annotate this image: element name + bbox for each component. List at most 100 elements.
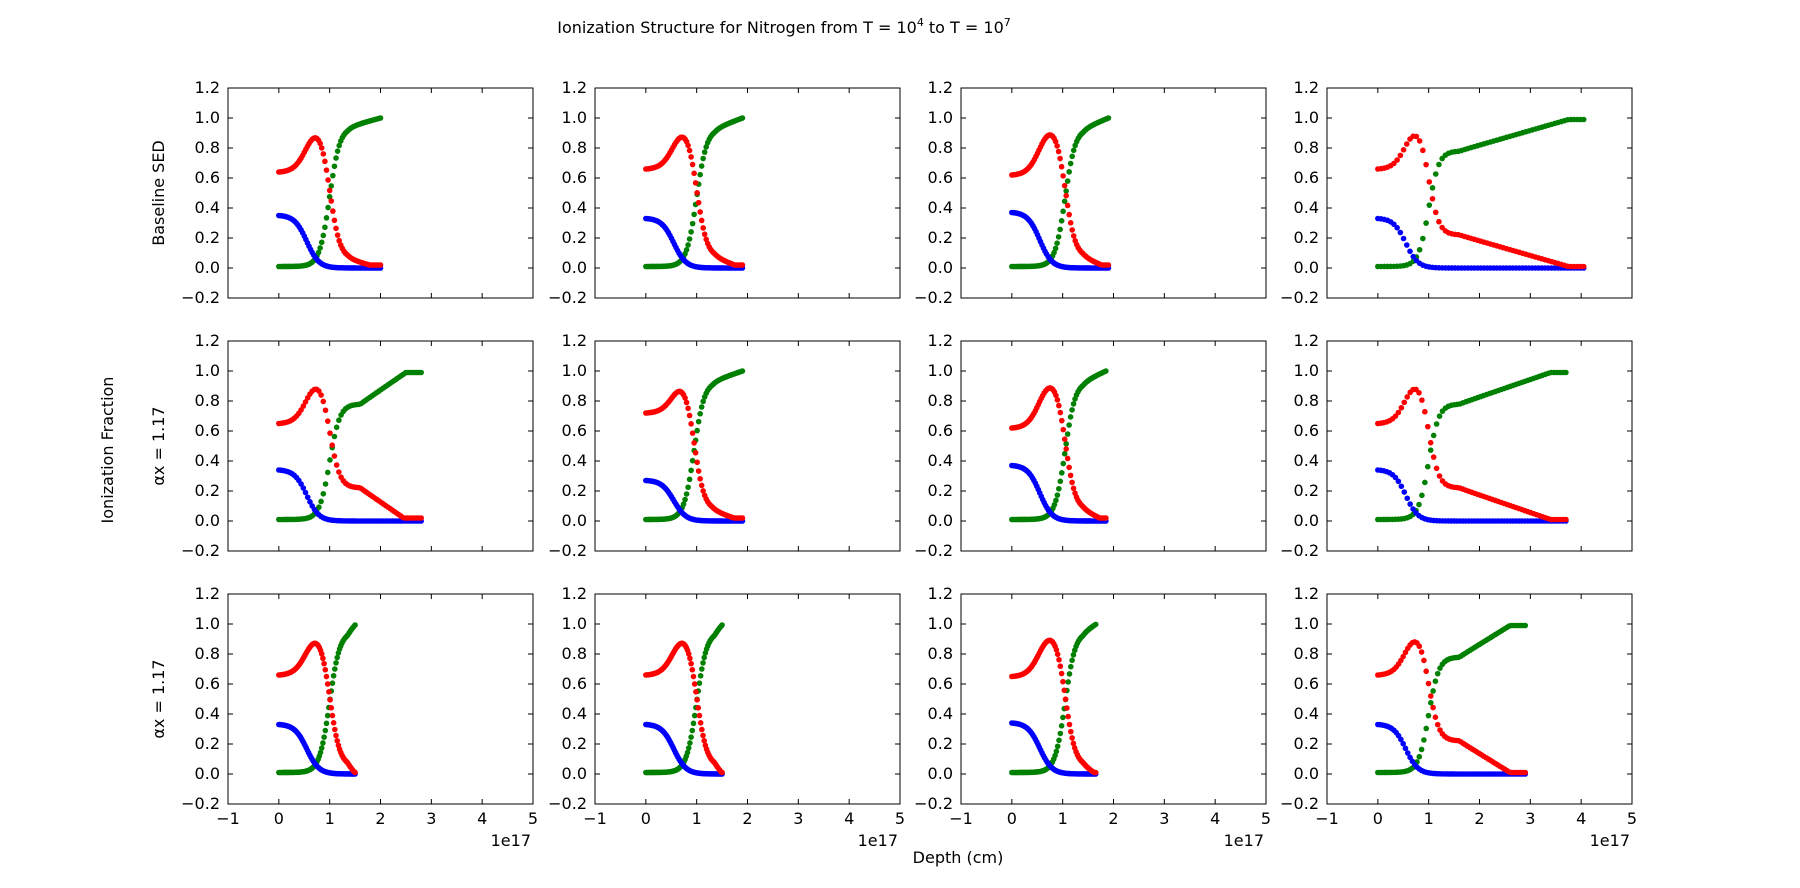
- point-green: [1053, 497, 1059, 504]
- point-red: [698, 482, 705, 489]
- x-tick-label: 3: [793, 809, 803, 828]
- point-red: [689, 161, 696, 168]
- y-tick-label: 1.0: [195, 108, 220, 127]
- point-green: [318, 239, 325, 246]
- series-green: [1009, 368, 1109, 523]
- point-red: [1422, 408, 1428, 415]
- point-red: [327, 430, 333, 436]
- point-red: [1103, 515, 1109, 521]
- y-tick-label: −0.2: [914, 541, 953, 560]
- point-green: [1427, 447, 1434, 453]
- y-tick-label: 0.4: [928, 198, 953, 217]
- point-red: [330, 720, 337, 726]
- point-blue: [1395, 478, 1402, 485]
- point-red: [1433, 465, 1440, 472]
- point-green: [317, 245, 323, 251]
- point-green: [1064, 178, 1071, 184]
- point-red: [694, 697, 700, 703]
- point-red: [1062, 696, 1069, 703]
- y-tick-label: 1.2: [928, 331, 953, 350]
- point-red: [691, 681, 698, 687]
- point-blue: [1410, 506, 1416, 512]
- point-red: [1064, 202, 1071, 209]
- x-tick-label: 4: [1576, 809, 1586, 828]
- point-green: [324, 469, 331, 476]
- x-tick-label: 0: [1007, 809, 1017, 828]
- x-tick-label: 2: [1108, 809, 1118, 828]
- point-green: [688, 467, 694, 474]
- point-red: [322, 158, 328, 165]
- y-tick-label: 0.8: [195, 138, 220, 157]
- x-tick-label: 5: [895, 809, 905, 828]
- point-blue: [1397, 229, 1404, 236]
- point-green: [1416, 501, 1422, 508]
- x-tick-label: 2: [1474, 809, 1484, 828]
- point-blue: [1400, 740, 1406, 747]
- series-blue: [276, 212, 384, 271]
- point-red: [1432, 714, 1439, 720]
- point-red: [685, 142, 691, 149]
- point-green: [1068, 663, 1074, 670]
- y-tick-label: 0.4: [195, 451, 220, 470]
- plot-frame: [1326, 593, 1633, 805]
- y-tick-label: 1.2: [195, 584, 220, 603]
- point-red: [1092, 769, 1099, 776]
- series-red: [276, 386, 424, 521]
- x-tick-label: −1: [583, 809, 607, 828]
- point-green: [1054, 492, 1061, 498]
- x-axis-label: Depth (cm): [913, 848, 1004, 867]
- y-tick-label: 0.6: [1294, 421, 1319, 440]
- point-green: [333, 155, 339, 161]
- point-red: [682, 395, 688, 401]
- point-red: [321, 660, 327, 667]
- point-red: [1064, 455, 1071, 462]
- point-blue: [1404, 750, 1411, 756]
- series-red: [1009, 637, 1099, 776]
- x-tick-label: 4: [1210, 809, 1220, 828]
- point-red: [317, 140, 323, 147]
- point-red: [377, 262, 384, 268]
- point-red: [1418, 649, 1425, 655]
- point-red: [696, 712, 703, 719]
- y-tick-label: 0.4: [1294, 198, 1319, 217]
- point-red: [683, 399, 690, 406]
- point-green: [1057, 478, 1064, 485]
- series-blue: [643, 721, 725, 777]
- point-red: [1055, 148, 1062, 155]
- point-red: [1058, 163, 1065, 170]
- subplot-r2-c3: −0.2 0.0 0.2 0.4 0.6 0.8 1.0 1.2 −1 0 1 2 3 4 5 1e17: [1280, 584, 1637, 850]
- point-red: [1416, 389, 1422, 396]
- point-green: [327, 457, 333, 463]
- point-green: [330, 172, 336, 179]
- point-red: [694, 190, 700, 196]
- point-green: [1436, 161, 1442, 168]
- point-green: [1066, 169, 1072, 175]
- point-red: [334, 232, 341, 238]
- x-offset-text: 1e17: [1590, 831, 1630, 850]
- point-red: [418, 515, 424, 521]
- point-green: [1433, 421, 1440, 427]
- point-green: [685, 242, 691, 248]
- series-red: [643, 640, 725, 776]
- point-red: [688, 154, 694, 160]
- point-green: [700, 398, 706, 405]
- plot-frame: [594, 87, 901, 299]
- x-tick-label: 5: [528, 809, 538, 828]
- point-red: [1056, 656, 1062, 663]
- y-tick-label: 0.8: [1294, 644, 1319, 663]
- y-tick-label: 1.2: [562, 331, 587, 350]
- point-green: [352, 622, 358, 628]
- point-red: [1070, 233, 1077, 239]
- point-red: [1058, 670, 1065, 677]
- point-green: [316, 504, 322, 510]
- y-tick-label: 0.2: [195, 228, 220, 247]
- series-blue: [1009, 720, 1099, 777]
- point-red: [326, 187, 333, 194]
- point-green: [697, 171, 703, 178]
- series-red: [1375, 386, 1569, 523]
- y-tick-label: 1.0: [562, 361, 587, 380]
- point-blue: [1398, 483, 1405, 490]
- point-green: [1063, 440, 1069, 447]
- point-green: [694, 427, 700, 434]
